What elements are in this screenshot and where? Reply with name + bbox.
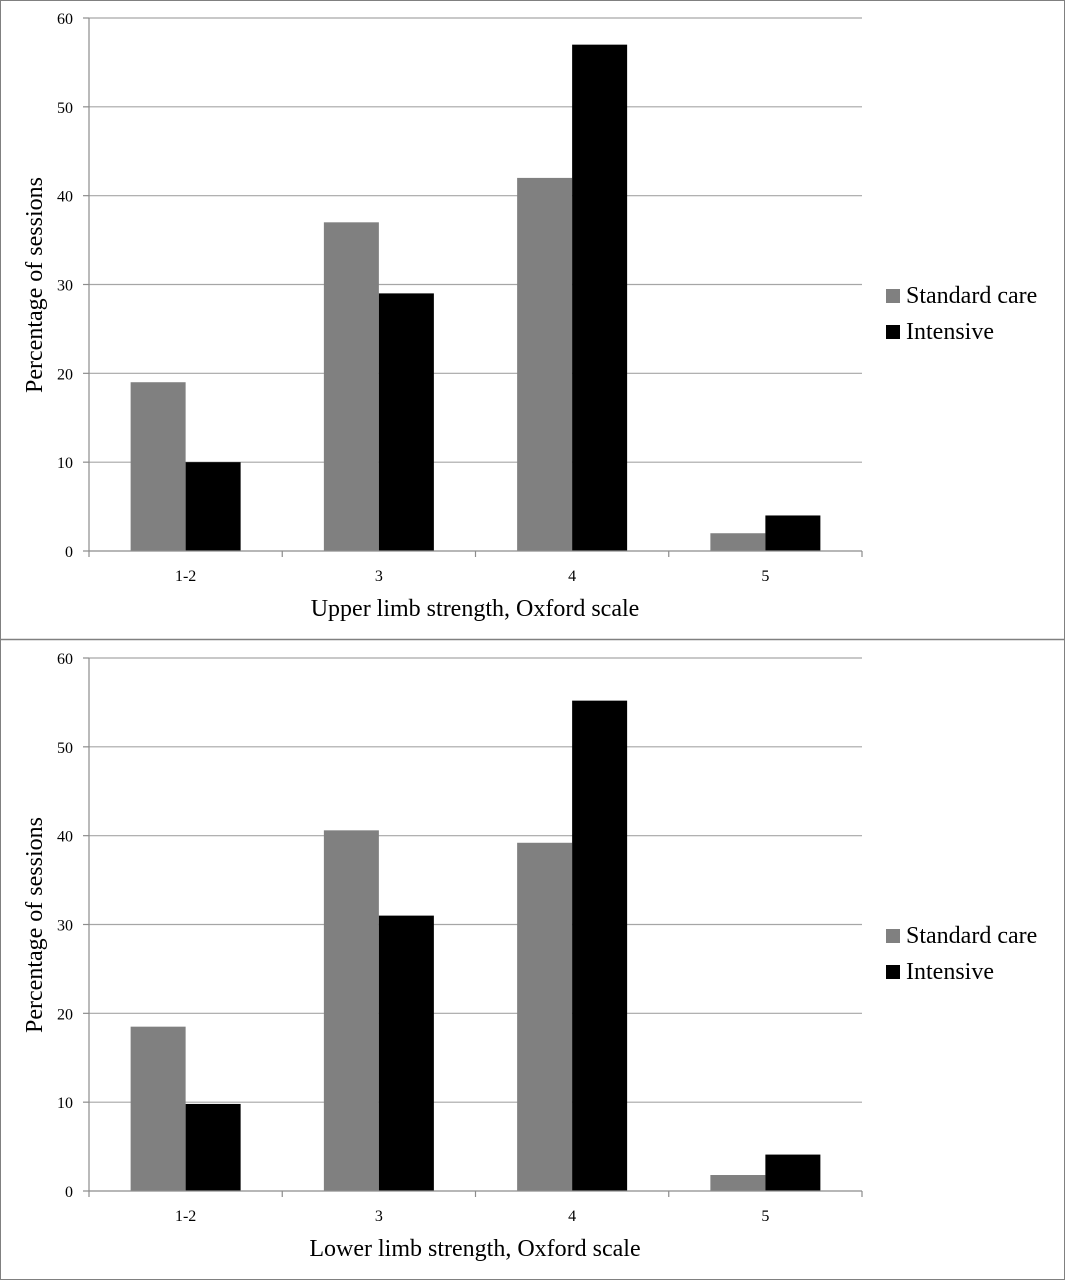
y-axis-title: Percentage of sessions xyxy=(22,817,48,1033)
bar-intensive-4 xyxy=(572,700,628,1191)
y-tick-label: 0 xyxy=(65,1184,73,1201)
x-tick-label: 3 xyxy=(375,1208,383,1225)
x-tick-label: 1-2 xyxy=(175,1208,196,1225)
bar-intensive-5 xyxy=(765,1154,821,1191)
bar-standard-care-1-2 xyxy=(130,1026,186,1191)
bar-standard-care-5 xyxy=(710,1175,766,1191)
bar-intensive-1-2 xyxy=(185,462,241,551)
x-tick-labels: 1-2 3 4 5 xyxy=(175,568,769,585)
y-tick-label: 30 xyxy=(57,918,73,935)
x-axis-title: Lower limb strength, Oxford scale xyxy=(309,1236,640,1262)
gridlines xyxy=(89,657,862,1103)
y-tick-labels: 0 10 20 30 40 50 60 xyxy=(57,651,73,1201)
bar-standard-care-1-2 xyxy=(130,382,186,551)
lower-limb-chart: 0 10 20 30 40 50 60 1-2 3 4 5 Lower limb strength… xyxy=(22,651,1037,1262)
legend-swatch-standard-care xyxy=(886,929,900,943)
bars xyxy=(130,700,821,1191)
bar-standard-care-3 xyxy=(323,830,379,1191)
x-tick-label: 5 xyxy=(761,1208,769,1225)
y-tick-label: 10 xyxy=(57,1095,73,1112)
legend-label: Standard care xyxy=(906,283,1037,309)
y-tick-label: 20 xyxy=(57,366,73,383)
y-tick-label: 40 xyxy=(57,829,73,846)
x-tick-label: 5 xyxy=(761,568,769,585)
y-tick-label: 40 xyxy=(57,189,73,206)
bar-standard-care-5 xyxy=(710,533,766,551)
x-tick-labels: 1-2 3 4 5 xyxy=(175,1208,769,1225)
x-tick-label: 1-2 xyxy=(175,568,196,585)
legend: Standard care Intensive xyxy=(886,923,1037,985)
x-tick-label: 4 xyxy=(568,1208,576,1225)
bar-intensive-3 xyxy=(378,915,434,1191)
bar-intensive-3 xyxy=(378,293,434,551)
bar-standard-care-3 xyxy=(323,222,379,552)
x-tick-label: 4 xyxy=(568,568,576,585)
y-tick-label: 10 xyxy=(57,455,73,472)
x-axis-title: Upper limb strength, Oxford scale xyxy=(311,596,640,622)
legend-label: Intensive xyxy=(906,959,994,985)
bar-standard-care-4 xyxy=(517,177,573,551)
y-tick-label: 60 xyxy=(57,11,73,28)
y-tick-label: 60 xyxy=(57,651,73,668)
y-tick-labels: 0 10 20 30 40 50 60 xyxy=(57,11,73,561)
y-tick-label: 20 xyxy=(57,1006,73,1023)
upper-limb-chart: 0 10 20 30 40 50 60 1-2 3 4 5 Upper limb strength… xyxy=(22,11,1037,622)
bar-intensive-5 xyxy=(765,515,821,551)
x-axis xyxy=(83,17,863,557)
y-axis-title: Percentage of sessions xyxy=(22,177,48,393)
legend-label: Intensive xyxy=(906,319,994,345)
bar-standard-care-4 xyxy=(517,842,573,1191)
y-tick-label: 30 xyxy=(57,278,73,295)
x-axis xyxy=(83,657,863,1197)
x-tick-label: 3 xyxy=(375,568,383,585)
y-tick-label: 0 xyxy=(65,544,73,561)
bar-intensive-1-2 xyxy=(185,1103,241,1191)
legend-swatch-intensive xyxy=(886,325,900,339)
legend: Standard care Intensive xyxy=(886,283,1037,345)
bar-intensive-4 xyxy=(572,44,628,552)
legend-swatch-intensive xyxy=(886,965,900,979)
y-tick-label: 50 xyxy=(57,740,73,757)
legend-swatch-standard-care xyxy=(886,289,900,303)
y-tick-label: 50 xyxy=(57,100,73,117)
bars xyxy=(130,44,821,552)
legend-label: Standard care xyxy=(906,923,1037,949)
